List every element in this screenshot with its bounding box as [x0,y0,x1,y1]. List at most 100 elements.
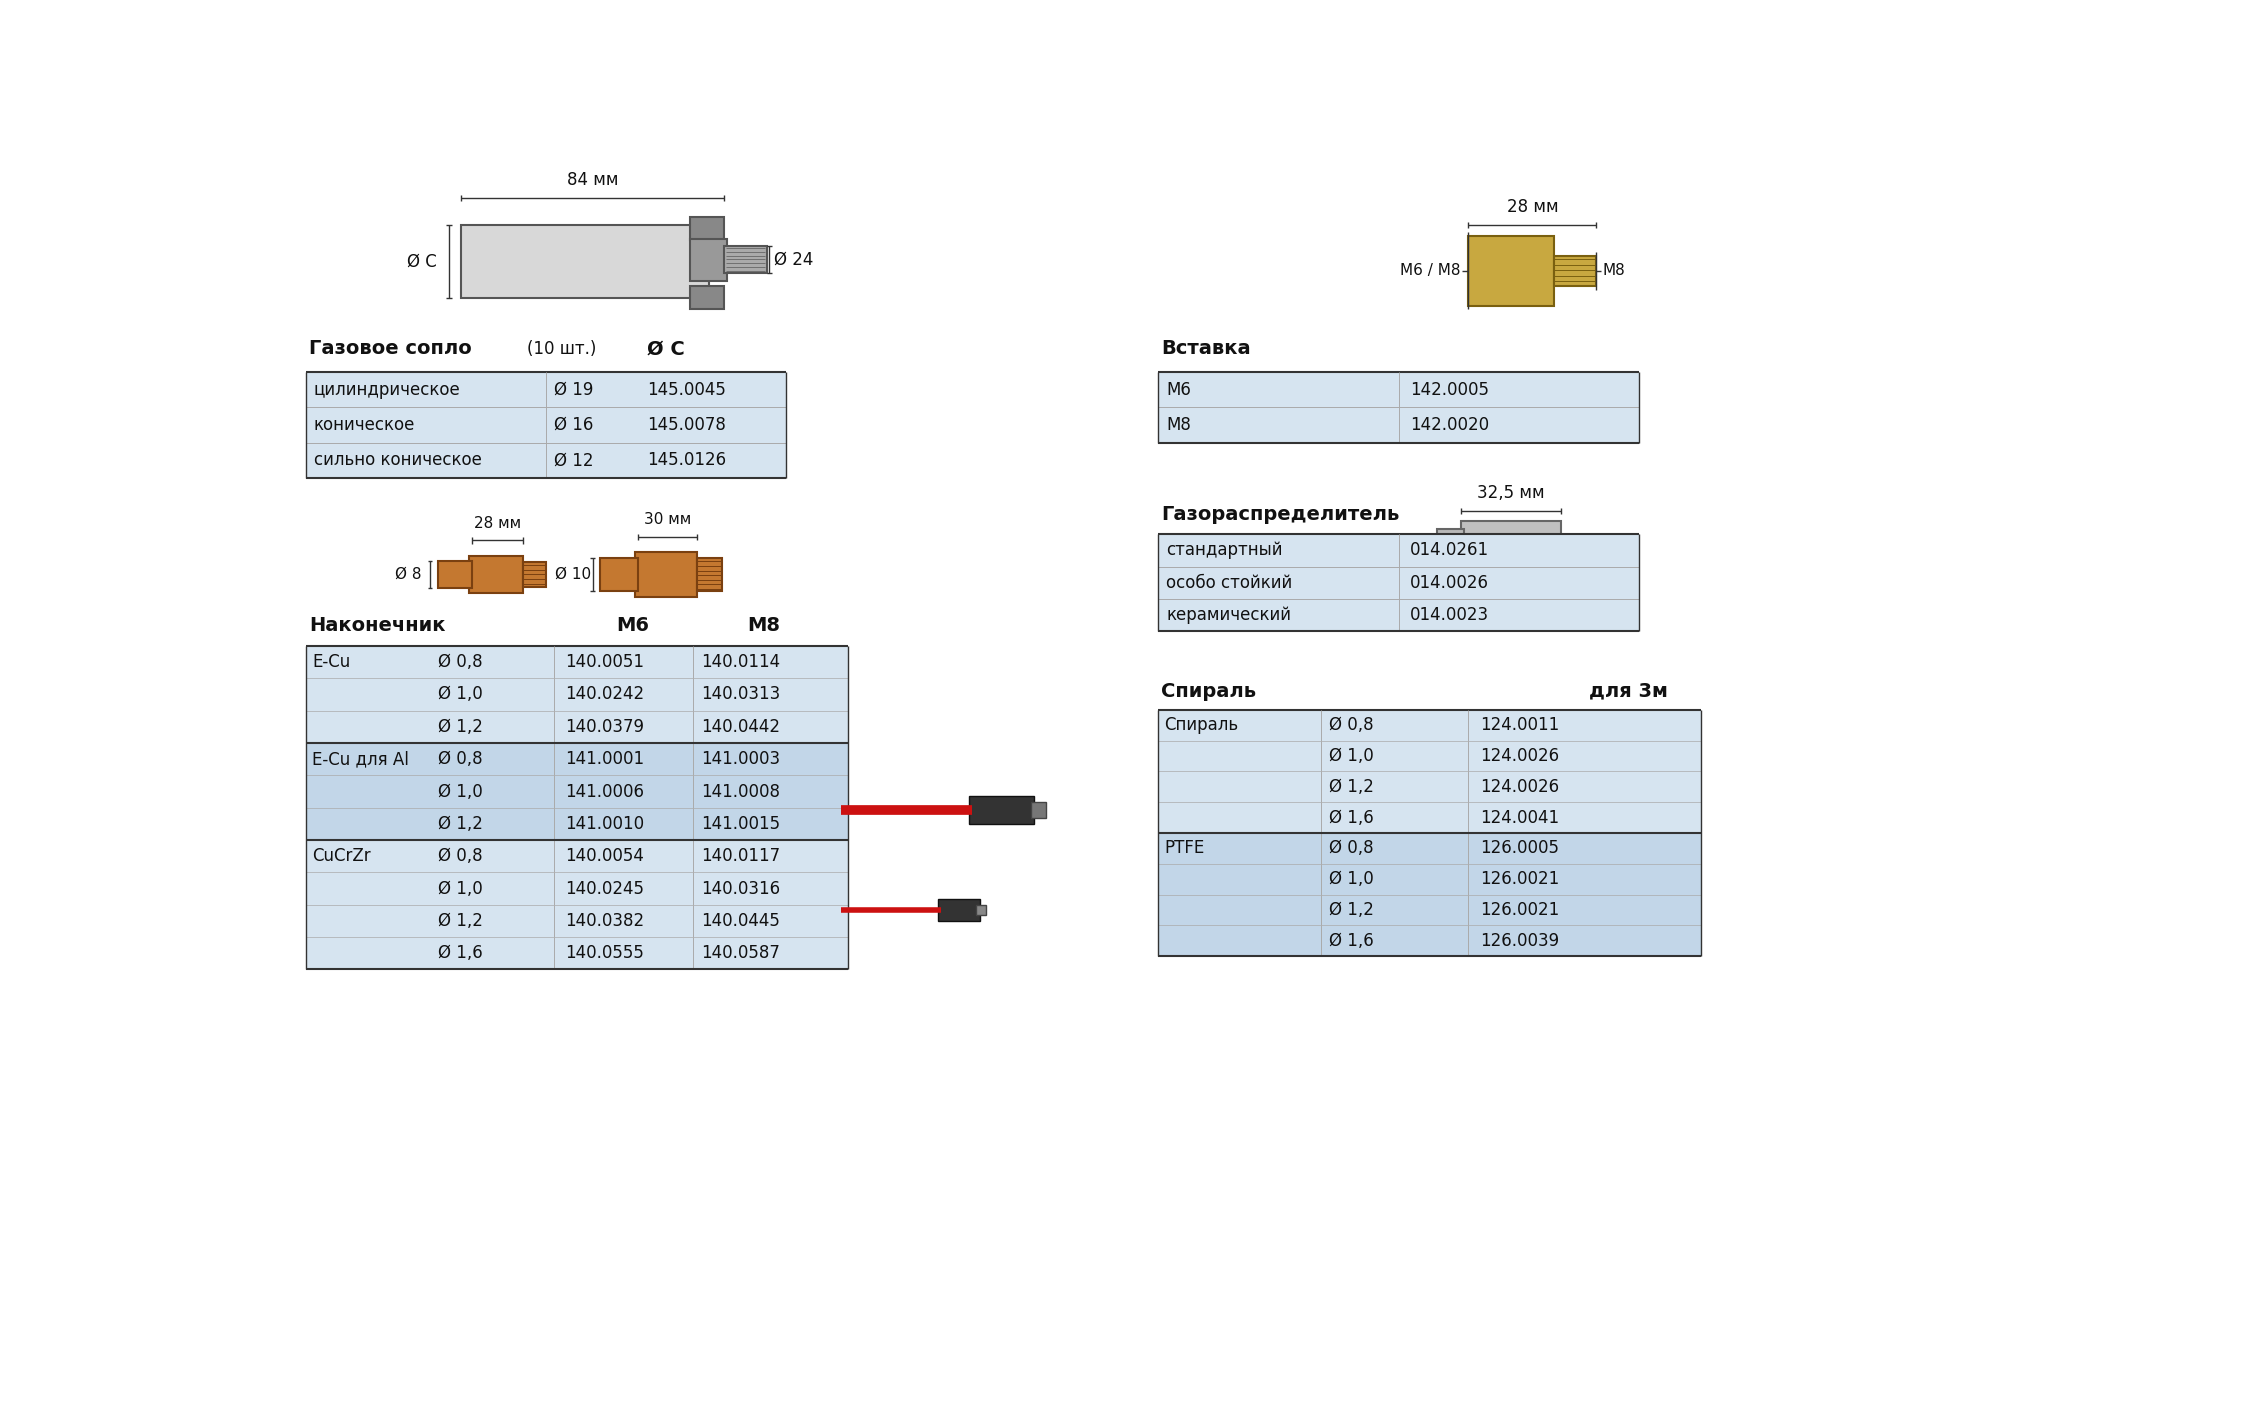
Text: Ø 1,6: Ø 1,6 [439,944,482,963]
Bar [690,216,724,241]
Text: 140.0316: 140.0316 [701,880,780,897]
Bar [690,239,726,281]
Bar [305,407,787,443]
Bar [1158,926,1700,957]
Text: 28 мм: 28 мм [1506,198,1558,215]
Bar [1158,894,1700,926]
Bar [1158,567,1639,600]
Text: Ø 0,8: Ø 0,8 [439,654,482,671]
Text: 140.0382: 140.0382 [565,911,644,930]
Text: 124.0026: 124.0026 [1481,778,1560,796]
Text: 126.0021: 126.0021 [1481,901,1560,918]
Text: Ø 24: Ø 24 [773,251,814,269]
Text: 142.0020: 142.0020 [1411,416,1490,434]
Bar [439,561,473,588]
Text: 140.0445: 140.0445 [701,911,780,930]
Text: 84 мм: 84 мм [568,171,617,188]
Bar [690,286,724,309]
Text: Ø 1,2: Ø 1,2 [439,815,482,833]
Text: 141.0003: 141.0003 [701,750,780,768]
Text: 142.0005: 142.0005 [1411,380,1490,399]
Bar [305,775,848,807]
Bar [305,807,848,840]
Text: E-Cu для Al: E-Cu для Al [312,750,409,768]
Text: Ø 1,2: Ø 1,2 [1329,778,1375,796]
Text: Ø 0,8: Ø 0,8 [1329,716,1372,735]
Text: M6: M6 [1167,380,1192,399]
Bar [977,904,986,916]
Bar [601,558,638,591]
Text: цилиндрическое: цилиндрическое [314,380,461,399]
Text: Ø 1,2: Ø 1,2 [439,911,482,930]
Text: 145.0078: 145.0078 [647,416,726,434]
Bar [1158,772,1700,802]
Text: Ø 1,0: Ø 1,0 [439,783,482,800]
Text: Ø 0,8: Ø 0,8 [1329,840,1372,857]
Bar [1158,534,1639,567]
Text: для 3м: для 3м [1589,682,1666,701]
Bar [635,553,696,597]
Text: 140.0555: 140.0555 [565,944,644,963]
Bar [696,558,721,591]
Text: 014.0026: 014.0026 [1411,574,1490,592]
Bar [1031,802,1047,817]
Bar [305,372,787,407]
Text: Ø 1,0: Ø 1,0 [439,880,482,897]
Text: Ø 1,0: Ø 1,0 [1329,870,1375,889]
Bar [1483,541,1508,560]
Text: 145.0045: 145.0045 [647,380,726,399]
Bar [305,904,848,937]
Text: Ø 1,2: Ø 1,2 [1329,901,1375,918]
Text: 141.0010: 141.0010 [565,815,644,833]
Text: 140.0313: 140.0313 [701,685,780,703]
Bar [1438,528,1463,571]
Text: Ø C: Ø C [407,252,436,271]
Text: 145.0126: 145.0126 [647,451,726,470]
Text: Спираль: Спираль [1164,716,1239,735]
Bar [1461,521,1562,580]
Text: 140.0379: 140.0379 [565,718,644,736]
Bar [1158,372,1639,407]
Text: 140.0054: 140.0054 [565,847,644,866]
Bar [305,743,848,775]
Text: Ø 1,6: Ø 1,6 [1329,809,1375,827]
Text: 124.0041: 124.0041 [1481,809,1560,827]
Text: 140.0587: 140.0587 [701,944,780,963]
Text: Ø 19: Ø 19 [554,380,592,399]
Text: 140.0117: 140.0117 [701,847,780,866]
Text: M6: M6 [615,617,649,635]
Text: 140.0442: 140.0442 [701,718,780,736]
Text: CuCrZr: CuCrZr [312,847,371,866]
Bar [1158,740,1700,772]
Bar [938,900,979,921]
Text: E-Cu: E-Cu [312,654,350,671]
Text: 140.0242: 140.0242 [565,685,644,703]
Bar [305,646,848,678]
Text: Ø 0,8: Ø 0,8 [439,750,482,768]
Text: 014.0023: 014.0023 [1411,607,1490,624]
Bar [1158,600,1639,631]
Bar [305,937,848,970]
Bar [1158,833,1700,864]
Text: 140.0051: 140.0051 [565,654,644,671]
Text: сильно коническое: сильно коническое [314,451,482,470]
Text: 32,5 мм: 32,5 мм [1476,484,1544,503]
Text: 141.0001: 141.0001 [565,750,644,768]
Text: коническое: коническое [314,416,416,434]
Bar [1467,236,1553,306]
Bar [305,443,787,478]
Text: M6 / M8: M6 / M8 [1400,263,1461,279]
Text: (10 шт.): (10 шт.) [527,340,597,357]
Text: 126.0005: 126.0005 [1481,840,1560,857]
Text: 014.0261: 014.0261 [1411,541,1490,560]
Bar [1553,255,1596,286]
Bar [724,246,766,273]
Bar [305,678,848,711]
Text: Ø C: Ø C [647,339,685,359]
Text: Ø 1,2: Ø 1,2 [439,718,482,736]
Text: керамический: керамический [1167,607,1291,624]
Text: PTFE: PTFE [1164,840,1205,857]
Text: 141.0015: 141.0015 [701,815,780,833]
Bar [305,840,848,873]
Text: 126.0021: 126.0021 [1481,870,1560,889]
